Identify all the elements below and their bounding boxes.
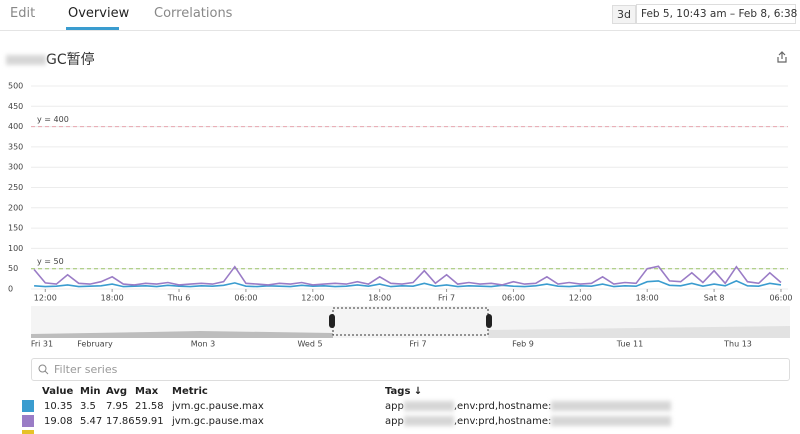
cell: 21.58 bbox=[135, 401, 164, 412]
tag-text: ,env:prd,hostname: bbox=[453, 401, 552, 412]
cell: 7.95 bbox=[106, 401, 129, 412]
column-header: Max bbox=[135, 386, 159, 397]
y-tick-label: 300 bbox=[8, 163, 23, 172]
x-tick-label: 06:00 bbox=[502, 294, 525, 303]
x-tick-label: Sat 8 bbox=[704, 294, 725, 303]
tag-text: ,env:prd,hostname: bbox=[453, 416, 552, 427]
navigator-label: Mon 3 bbox=[191, 340, 216, 349]
series-line bbox=[33, 265, 782, 286]
navigator-label: Tue 11 bbox=[616, 340, 643, 349]
cell: 19.08 bbox=[44, 416, 73, 427]
y-tick-label: 250 bbox=[8, 183, 23, 192]
navigator-label: Thu 13 bbox=[723, 340, 752, 349]
navigator-label: Fri 7 bbox=[409, 340, 426, 349]
x-tick-label: 06:00 bbox=[769, 294, 792, 303]
navigator-handle[interactable] bbox=[486, 314, 492, 328]
tab-active[interactable]: Overview bbox=[68, 6, 130, 21]
tab-underline bbox=[66, 27, 119, 30]
tag-text: app bbox=[385, 401, 404, 412]
tab[interactable]: Correlations bbox=[154, 6, 233, 21]
title-text: GC暂停 bbox=[46, 52, 95, 68]
x-tick-label: 18:00 bbox=[101, 294, 124, 303]
navigator-label: Fri 31 bbox=[31, 340, 53, 349]
x-tick-label: 18:00 bbox=[636, 294, 659, 303]
marker-label: y = 50 bbox=[37, 257, 64, 266]
x-tick-label: Thu 6 bbox=[167, 294, 191, 303]
marker-label: y = 400 bbox=[37, 115, 69, 124]
chart: 0 50 100 150 200 250 300 350 400 450 500 12:00 18:00… bbox=[8, 82, 793, 349]
range-badge[interactable]: 3d bbox=[612, 5, 636, 24]
y-tick-label: 50 bbox=[8, 264, 18, 273]
search-icon bbox=[38, 364, 49, 375]
share-icon[interactable] bbox=[776, 51, 788, 63]
cell: 3.5 bbox=[80, 401, 96, 412]
separator bbox=[0, 30, 800, 31]
tab[interactable]: Edit bbox=[10, 6, 36, 21]
column-header: Value bbox=[42, 386, 74, 397]
cell: 5.47 bbox=[80, 416, 103, 427]
x-tick-label: 18:00 bbox=[368, 294, 391, 303]
navigator-overview bbox=[488, 326, 790, 338]
y-tick-label: 500 bbox=[8, 82, 23, 91]
range-picker[interactable]: Feb 5, 10:43 am – Feb 8, 6:38 am bbox=[636, 4, 800, 24]
series-line bbox=[34, 280, 782, 288]
swatch bbox=[22, 430, 34, 434]
y-tick-label: 350 bbox=[8, 142, 23, 151]
redacted bbox=[551, 401, 672, 411]
navigator-label: Feb 9 bbox=[512, 340, 534, 349]
cell: 10.35 bbox=[44, 401, 73, 412]
swatch bbox=[22, 400, 34, 412]
filter-placeholder: Filter series bbox=[54, 363, 118, 376]
redacted bbox=[551, 416, 672, 426]
navigator-handle[interactable] bbox=[329, 314, 335, 328]
x-tick-label: 12:00 bbox=[569, 294, 592, 303]
x-tick-label: Fri 7 bbox=[438, 294, 455, 303]
column-header: Tags ↓ bbox=[385, 386, 423, 397]
tags: app ,env:prd,hostname: bbox=[385, 401, 672, 412]
x-tick-label: 12:00 bbox=[301, 294, 324, 303]
y-tick-label: 150 bbox=[8, 224, 23, 233]
column-header: Min bbox=[80, 386, 101, 397]
tag-text: app bbox=[385, 416, 404, 427]
swatch bbox=[22, 415, 34, 427]
tags: app ,env:prd,hostname: bbox=[385, 416, 672, 427]
widget-title: GC暂停 bbox=[6, 49, 95, 69]
y-tick-label: 400 bbox=[8, 122, 23, 131]
navigator-overview bbox=[31, 331, 333, 338]
redacted bbox=[403, 416, 454, 426]
y-tick-label: 200 bbox=[8, 203, 23, 212]
cell: jvm.gc.pause.max bbox=[172, 416, 264, 427]
navigator-label: February bbox=[77, 340, 113, 349]
navigator-label: Wed 5 bbox=[297, 340, 322, 349]
cell: 59.91 bbox=[135, 416, 164, 427]
column-header: Avg bbox=[106, 386, 128, 397]
filter-input[interactable]: Filter series bbox=[31, 358, 790, 381]
redacted bbox=[403, 401, 454, 411]
cell: jvm.gc.pause.max bbox=[172, 401, 264, 412]
y-tick-label: 450 bbox=[8, 102, 23, 111]
x-tick-label: 12:00 bbox=[34, 294, 57, 303]
cell: 17.86 bbox=[106, 416, 135, 427]
y-tick-label: 0 bbox=[8, 285, 13, 294]
column-header: Metric bbox=[172, 386, 208, 397]
x-tick-label: 06:00 bbox=[234, 294, 257, 303]
y-tick-label: 100 bbox=[8, 244, 23, 253]
